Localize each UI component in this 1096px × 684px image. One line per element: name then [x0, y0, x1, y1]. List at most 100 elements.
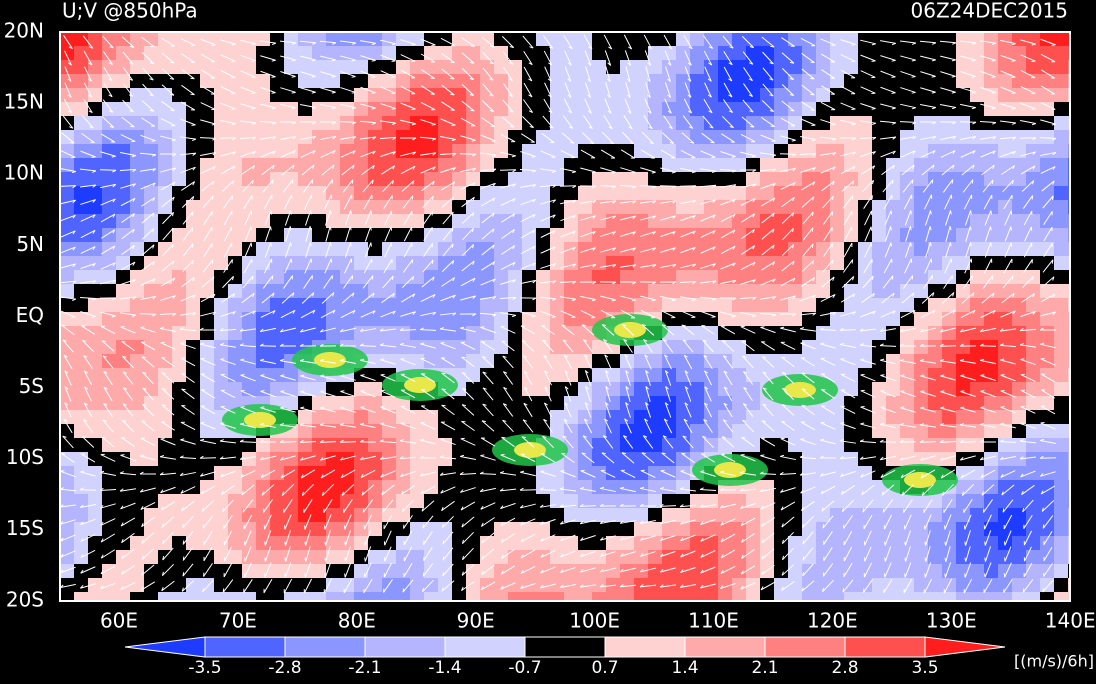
field-cell [592, 354, 606, 368]
field-cell [564, 494, 578, 508]
field-cell [172, 438, 186, 452]
field-cell [228, 550, 242, 564]
wind-arrow [842, 579, 854, 593]
wind-arrow [522, 419, 534, 433]
wind-arrow [320, 150, 336, 158]
wind-arrow [740, 261, 756, 271]
wind-arrow [759, 168, 777, 172]
field-cell [592, 186, 606, 200]
field-cell [788, 32, 802, 46]
field-cell [802, 592, 816, 601]
field-cell [214, 424, 228, 438]
field-cell [816, 88, 830, 102]
field-cell [662, 564, 676, 578]
field-cell [550, 480, 564, 494]
field-cell [816, 424, 830, 438]
field-cell [788, 88, 802, 102]
field-cell [830, 340, 844, 354]
wind-arrow [682, 339, 694, 353]
wind-arrow [740, 312, 757, 318]
field-cell [830, 438, 844, 452]
field-cell [270, 480, 284, 494]
wind-arrow [280, 136, 297, 140]
wind-arrow [359, 439, 377, 443]
field-cell [914, 284, 928, 298]
field-cell [928, 270, 942, 284]
field-cell [158, 564, 172, 578]
field-cell [956, 172, 970, 186]
wind-arrow [980, 310, 996, 318]
wind-arrow [360, 310, 376, 318]
field-cell [732, 494, 746, 508]
wind-arrow [520, 518, 536, 526]
field-cell [1026, 284, 1040, 298]
wind-arrow [260, 469, 276, 479]
field-cell [256, 172, 270, 186]
wind-arrow [280, 71, 296, 78]
wind-arrow [800, 101, 816, 111]
field-cell [620, 480, 634, 494]
convection-core [514, 442, 546, 458]
field-cell [298, 410, 312, 424]
field-cell [480, 46, 494, 60]
wind-arrow [240, 54, 256, 62]
wind-arrow [380, 151, 396, 157]
field-cell [354, 312, 368, 326]
field-cell [760, 186, 774, 200]
field-cell [900, 102, 914, 116]
wind-arrow [259, 343, 277, 347]
field-cell [522, 200, 536, 214]
field-cell [956, 298, 970, 312]
field-cell [802, 228, 816, 242]
field-cell [88, 508, 102, 522]
field-cell [606, 158, 620, 172]
field-cell [788, 60, 802, 74]
wind-arrow [984, 530, 992, 546]
field-cell [382, 270, 396, 284]
field-cell [564, 102, 578, 116]
wind-arrow [142, 67, 154, 81]
field-cell [438, 242, 452, 256]
wind-arrow [300, 55, 316, 62]
field-cell [760, 256, 774, 270]
wind-arrow [60, 263, 77, 269]
wind-arrow [625, 66, 631, 83]
wind-arrow [1040, 438, 1056, 445]
valid-time: 06Z24DEC2015 [911, 0, 1069, 23]
field-cell [662, 46, 676, 60]
wind-arrow [300, 104, 317, 110]
wind-arrow [960, 136, 977, 140]
field-cell [452, 242, 466, 256]
field-cell [508, 214, 522, 228]
wind-arrow [742, 99, 754, 113]
field-cell [424, 312, 438, 326]
wind-arrow [441, 52, 455, 64]
field-cell [760, 284, 774, 298]
field-cell [396, 228, 410, 242]
wind-arrow [479, 471, 497, 475]
field-cell [522, 298, 536, 312]
wind-arrow [120, 197, 136, 207]
field-cell [410, 144, 424, 158]
field-cell [774, 144, 788, 158]
wind-arrow [640, 486, 656, 493]
field-cell [690, 284, 704, 298]
field-cell [802, 564, 816, 578]
wind-arrow [700, 566, 716, 574]
wind-arrow [141, 197, 156, 207]
wind-arrow [800, 118, 816, 127]
field-cell [662, 494, 676, 508]
wind-arrow [280, 150, 296, 158]
field-cell [326, 46, 340, 60]
field-cell [326, 424, 340, 438]
field-cell [858, 284, 872, 298]
wind-arrow [140, 295, 157, 301]
wind-arrow [1040, 311, 1057, 317]
field-cell [200, 74, 214, 88]
wind-arrow [520, 245, 536, 255]
wind-arrow [1021, 484, 1035, 496]
wind-arrow [642, 131, 654, 145]
wind-arrow [520, 133, 536, 143]
field-cell [872, 242, 886, 256]
wind-arrow [680, 149, 696, 159]
